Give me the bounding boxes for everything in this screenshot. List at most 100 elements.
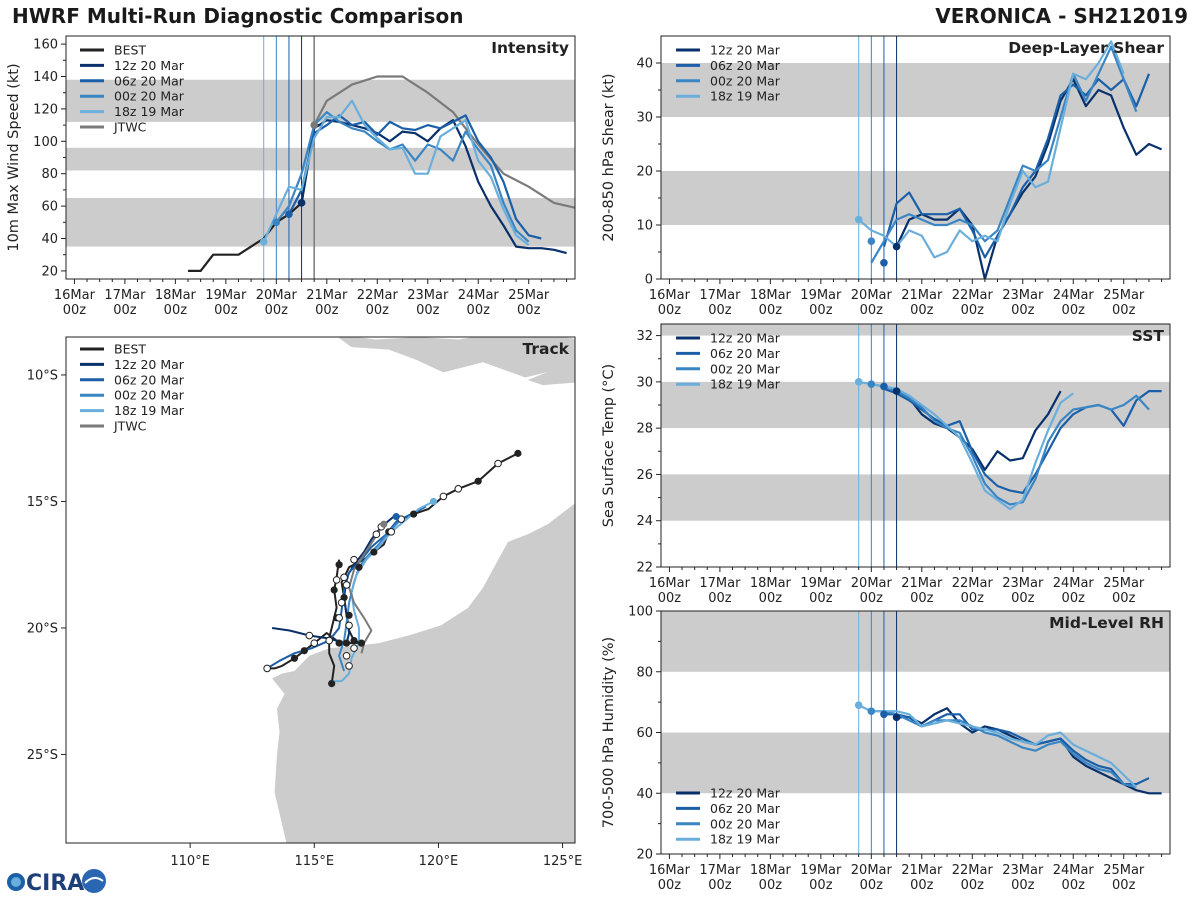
x-tick-label: 00z bbox=[910, 303, 934, 318]
track-dot-12h bbox=[345, 621, 353, 630]
x-tick-label: 00z bbox=[1062, 303, 1086, 318]
y-tick-label: 30 bbox=[636, 375, 653, 390]
x-tick-label: 00z bbox=[1112, 591, 1136, 606]
y-tick-label: 22 bbox=[636, 561, 653, 576]
x-tick-label: 18Mar bbox=[155, 288, 197, 303]
track-dot-6h bbox=[370, 548, 378, 556]
x-tick-label: 00z bbox=[63, 303, 87, 318]
x-tick-label: 00z bbox=[1112, 303, 1136, 318]
x-tick-label: 17Mar bbox=[699, 863, 741, 878]
lat-tick-label: 25°S bbox=[27, 748, 58, 763]
x-tick-label: 17Mar bbox=[104, 288, 146, 303]
x-tick-label: 25Mar bbox=[508, 288, 550, 303]
x-tick-label: 00z bbox=[164, 303, 188, 318]
y-axis-label: Sea Surface Temp (°C) bbox=[601, 364, 617, 527]
x-tick-label: 25Mar bbox=[1103, 863, 1145, 878]
track-dot-init bbox=[392, 513, 400, 521]
init-marker bbox=[867, 237, 876, 245]
shaded-band bbox=[661, 324, 1170, 336]
x-tick-label: 23Mar bbox=[1002, 863, 1044, 878]
lat-tick-label: 10°S bbox=[27, 368, 58, 383]
sst-frame bbox=[660, 323, 1171, 568]
x-tick-label: 00z bbox=[759, 878, 783, 893]
y-tick-label: 20 bbox=[636, 848, 653, 863]
shear-panel: 01020304016Mar00z17Mar00z18Mar00z19Mar00… bbox=[601, 35, 1171, 318]
legend-label: 12z 20 Mar bbox=[710, 786, 781, 801]
panel-title: SST bbox=[1132, 327, 1165, 345]
x-tick-label: 22Mar bbox=[952, 288, 994, 303]
y-tick-label: 60 bbox=[41, 200, 58, 215]
x-tick-label: 00z bbox=[910, 591, 934, 606]
legend-label: BEST bbox=[114, 43, 146, 58]
track-dot-init bbox=[380, 520, 388, 528]
x-tick-label: 20Mar bbox=[851, 576, 893, 591]
lesser-sunda-islands bbox=[337, 337, 575, 378]
y-tick-label: 10 bbox=[636, 219, 653, 234]
legend-label: 18z 19 Mar bbox=[710, 377, 781, 392]
legend-label: 00z 20 Mar bbox=[710, 361, 781, 376]
track-dot-6h bbox=[514, 449, 522, 457]
legend-label: 12z 20 Mar bbox=[710, 43, 781, 58]
track-dot-12h bbox=[494, 459, 502, 468]
x-tick-label: 00z bbox=[809, 591, 833, 606]
y-tick-label: 40 bbox=[636, 57, 653, 72]
x-tick-label: 00z bbox=[708, 303, 732, 318]
shaded-band bbox=[661, 611, 1170, 672]
timor-island bbox=[527, 358, 575, 386]
rh-series-r18z19 bbox=[858, 704, 1138, 788]
legend-label: 18z 19 Mar bbox=[114, 403, 185, 418]
track-dot-6h bbox=[300, 647, 308, 655]
x-tick-label: 24Mar bbox=[458, 288, 500, 303]
x-tick-label: 00z bbox=[1011, 878, 1035, 893]
shear-plot-area bbox=[661, 36, 1170, 279]
track-dot-12h bbox=[332, 576, 341, 584]
y-tick-label: 80 bbox=[636, 665, 653, 680]
legend-label: 12z 20 Mar bbox=[114, 58, 185, 73]
init-marker bbox=[880, 710, 888, 719]
x-tick-label: 00z bbox=[1011, 303, 1035, 318]
y-tick-label: 40 bbox=[636, 787, 653, 802]
x-tick-label: 00z bbox=[467, 303, 491, 318]
legend-label: 18z 19 Mar bbox=[114, 104, 185, 119]
x-tick-label: 19Mar bbox=[800, 863, 842, 878]
y-tick-label: 20 bbox=[636, 165, 653, 180]
track-dot-12h bbox=[325, 636, 333, 645]
track-dot-12h bbox=[387, 528, 396, 536]
x-tick-label: 00z bbox=[1112, 878, 1136, 893]
init-marker bbox=[854, 701, 863, 709]
x-tick-label: 20Mar bbox=[256, 288, 298, 303]
track-dot-12h bbox=[439, 492, 448, 501]
x-tick-label: 25Mar bbox=[1103, 576, 1145, 591]
rh-series-r00z20 bbox=[871, 710, 1137, 789]
track-dot-12h bbox=[372, 530, 381, 539]
x-tick-label: 00z bbox=[961, 591, 985, 606]
shear-series-r06z20 bbox=[882, 73, 1151, 259]
track-dot-12h bbox=[310, 639, 319, 647]
init-marker bbox=[854, 378, 863, 386]
x-tick-label: 23Mar bbox=[407, 288, 449, 303]
x-tick-label: 22Mar bbox=[952, 863, 994, 878]
logo-text: CIRA bbox=[26, 871, 84, 896]
track-dot-6h bbox=[328, 680, 336, 688]
x-tick-label: 24Mar bbox=[1053, 288, 1095, 303]
y-tick-label: 30 bbox=[636, 111, 653, 126]
intensity-series-r18z19 bbox=[262, 99, 530, 246]
intensity-series-jtwc bbox=[313, 75, 575, 209]
x-tick-label: 00z bbox=[658, 878, 682, 893]
x-tick-label: 00z bbox=[113, 303, 137, 318]
x-tick-label: 00z bbox=[860, 591, 884, 606]
x-tick-label: 18Mar bbox=[750, 288, 792, 303]
y-tick-label: 20 bbox=[41, 264, 58, 279]
x-tick-label: 00z bbox=[315, 303, 339, 318]
panel-title: Mid-Level RH bbox=[1049, 614, 1164, 632]
x-tick-label: 00z bbox=[214, 303, 238, 318]
y-axis-label: 700-500 hPa Humidity (%) bbox=[601, 637, 617, 828]
init-marker bbox=[272, 218, 281, 227]
track-dot-12h bbox=[340, 573, 348, 582]
legend-label: 06z 20 Mar bbox=[114, 372, 185, 387]
x-tick-label: 00z bbox=[1062, 878, 1086, 893]
lon-tick-label: 125°E bbox=[543, 854, 583, 869]
intensity-series-r00z20 bbox=[275, 110, 530, 243]
legend-label: JTWC bbox=[113, 419, 147, 434]
